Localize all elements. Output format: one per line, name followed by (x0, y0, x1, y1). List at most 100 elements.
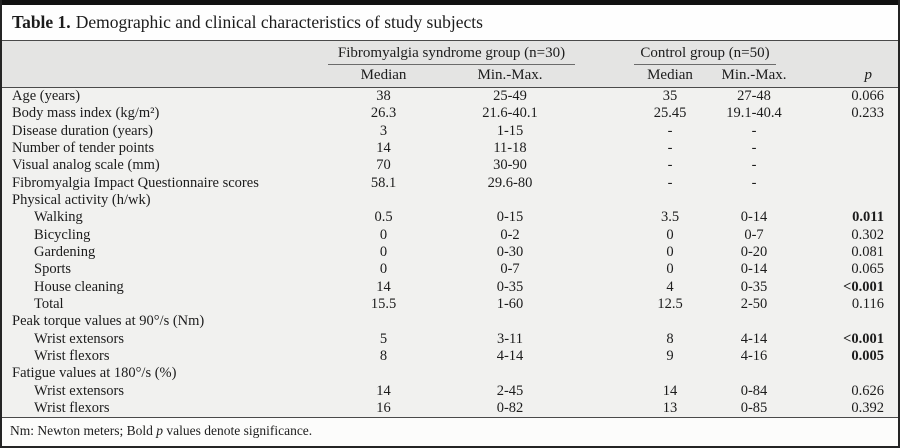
control-median-value: - (667, 139, 673, 156)
fms-minmax-value: 25-49 (493, 88, 527, 104)
spacer-cell (575, 313, 630, 330)
table-row: Age (years) 38 25-49 35 27-48 0.066 (2, 88, 898, 106)
col-header-fms-median: Median (322, 64, 445, 88)
spacer-cell (575, 365, 630, 382)
control-median-value (630, 192, 710, 209)
p-value (798, 157, 898, 174)
table-row: Wrist extensors 14 2-45 14 0-84 0.626 (2, 383, 898, 400)
control-minmax-value: 19.1-40.4 (726, 105, 782, 122)
row-label: Sports (34, 261, 72, 278)
fms-minmax-value: 0-2 (500, 226, 520, 243)
control-minmax-value: 2-50 (740, 295, 768, 312)
fms-median-value: 3 (379, 122, 388, 139)
control-median-value: 13 (662, 400, 678, 417)
control-median-value (630, 365, 710, 382)
fms-median-value (322, 313, 445, 330)
p-value (798, 122, 898, 139)
fms-median-value (322, 365, 445, 382)
control-minmax-value: 0-14 (740, 209, 768, 226)
spacer-cell (575, 64, 630, 88)
control-minmax-value: 0-7 (744, 226, 764, 243)
control-median-value: 0 (666, 243, 674, 260)
spacer-cell (575, 244, 630, 261)
p-value (798, 192, 898, 209)
column-header-row: Median Min.-Max. Median Min.-Max. p (2, 64, 898, 88)
table-row: Walking 0.5 0-15 3.5 0-14 0.011 (2, 209, 898, 226)
control-minmax-value: 0-14 (740, 261, 768, 278)
fms-minmax-value: 30-90 (493, 157, 527, 174)
spacer-cell (575, 261, 630, 278)
spacer-cell (575, 278, 630, 295)
control-minmax-value: 4-14 (740, 330, 768, 347)
footnote-p-symbol: p (156, 423, 163, 439)
p-value (798, 365, 898, 382)
p-value (798, 313, 898, 330)
fms-median-value: 26.3 (370, 105, 397, 122)
spacer-cell (575, 226, 630, 243)
top-divider (2, 0, 898, 5)
control-median-value: 12.5 (657, 295, 683, 312)
row-label: Peak torque values at 90°/s (Nm) (12, 313, 205, 330)
table-header: Fibromyalgia syndrome group (n=30) Contr… (2, 40, 898, 88)
empty-cell (798, 41, 898, 65)
control-minmax-value: - (751, 174, 757, 191)
p-value: 0.065 (851, 261, 884, 278)
row-label: Gardening (34, 243, 96, 260)
control-median-value: 8 (666, 330, 674, 347)
control-minmax-value: - (751, 157, 757, 174)
control-minmax-value: - (751, 122, 757, 139)
control-median-value: 0 (666, 226, 674, 243)
row-label: Body mass index (kg/m²) (12, 105, 160, 122)
spacer-cell (575, 140, 630, 157)
col-header-p: p (798, 64, 898, 88)
fms-median-value: 15.5 (370, 295, 397, 312)
group-header-row: Fibromyalgia syndrome group (n=30) Contr… (2, 41, 898, 65)
table-row: Bicycling 0 0-2 0 0-7 0.302 (2, 226, 898, 243)
p-value: 0.066 (851, 88, 884, 104)
fms-minmax-value: 29.6-80 (487, 174, 533, 191)
fms-minmax-value: 0-7 (500, 261, 520, 278)
p-value: 0.392 (851, 400, 884, 417)
group-header-fms: Fibromyalgia syndrome group (n=30) (328, 45, 575, 65)
fms-minmax-value: 0-35 (496, 278, 524, 295)
fms-minmax-value: 1-60 (496, 295, 524, 312)
table-row: Fibromyalgia Impact Questionnaire scores… (2, 174, 898, 191)
control-group-cell: Control group (n=50) (630, 41, 798, 65)
row-label: Fatigue values at 180°/s (%) (12, 365, 177, 382)
characteristics-table: Fibromyalgia syndrome group (n=30) Contr… (2, 40, 898, 418)
p-value: 0.302 (851, 226, 884, 243)
empty-cell (2, 41, 322, 65)
fms-minmax-value (445, 365, 575, 382)
footnote-text-pre: Nm: Newton meters; Bold (10, 423, 157, 439)
control-minmax-value: - (751, 139, 757, 156)
col-header-control-median: Median (630, 64, 710, 88)
control-median-value: 35 (662, 88, 678, 104)
fms-group-cell: Fibromyalgia syndrome group (n=30) (322, 41, 575, 65)
row-label: Wrist flexors (34, 347, 110, 364)
fms-median-value: 16 (376, 400, 391, 417)
fms-median-value: 0 (379, 261, 388, 278)
row-label: Walking (34, 209, 83, 226)
spacer-cell (575, 330, 630, 347)
control-median-value: 0 (666, 261, 674, 278)
footnote-text-post: values denote significance. (162, 423, 313, 439)
fms-median-value: 70 (376, 157, 391, 174)
table-row: Total 15.5 1-60 12.5 2-50 0.116 (2, 296, 898, 313)
row-label: Total (34, 295, 64, 312)
control-median-value: - (667, 157, 673, 174)
fms-median-value: 0 (379, 243, 388, 260)
row-label: House cleaning (34, 278, 124, 295)
p-value (798, 174, 898, 191)
spacer-cell (575, 105, 630, 122)
fms-minmax-value: 1-15 (496, 122, 524, 139)
row-label: Number of tender points (12, 139, 155, 156)
control-minmax-value: 0-84 (740, 382, 768, 399)
fms-minmax-value: 3-11 (496, 330, 524, 347)
fms-minmax-value: 4-14 (496, 347, 524, 364)
fms-minmax-value: 2-45 (496, 382, 524, 399)
spacer-cell (575, 174, 630, 191)
fms-median-value: 8 (379, 347, 388, 364)
fms-median-value (322, 192, 445, 209)
section-row: Fatigue values at 180°/s (%) (2, 365, 898, 382)
